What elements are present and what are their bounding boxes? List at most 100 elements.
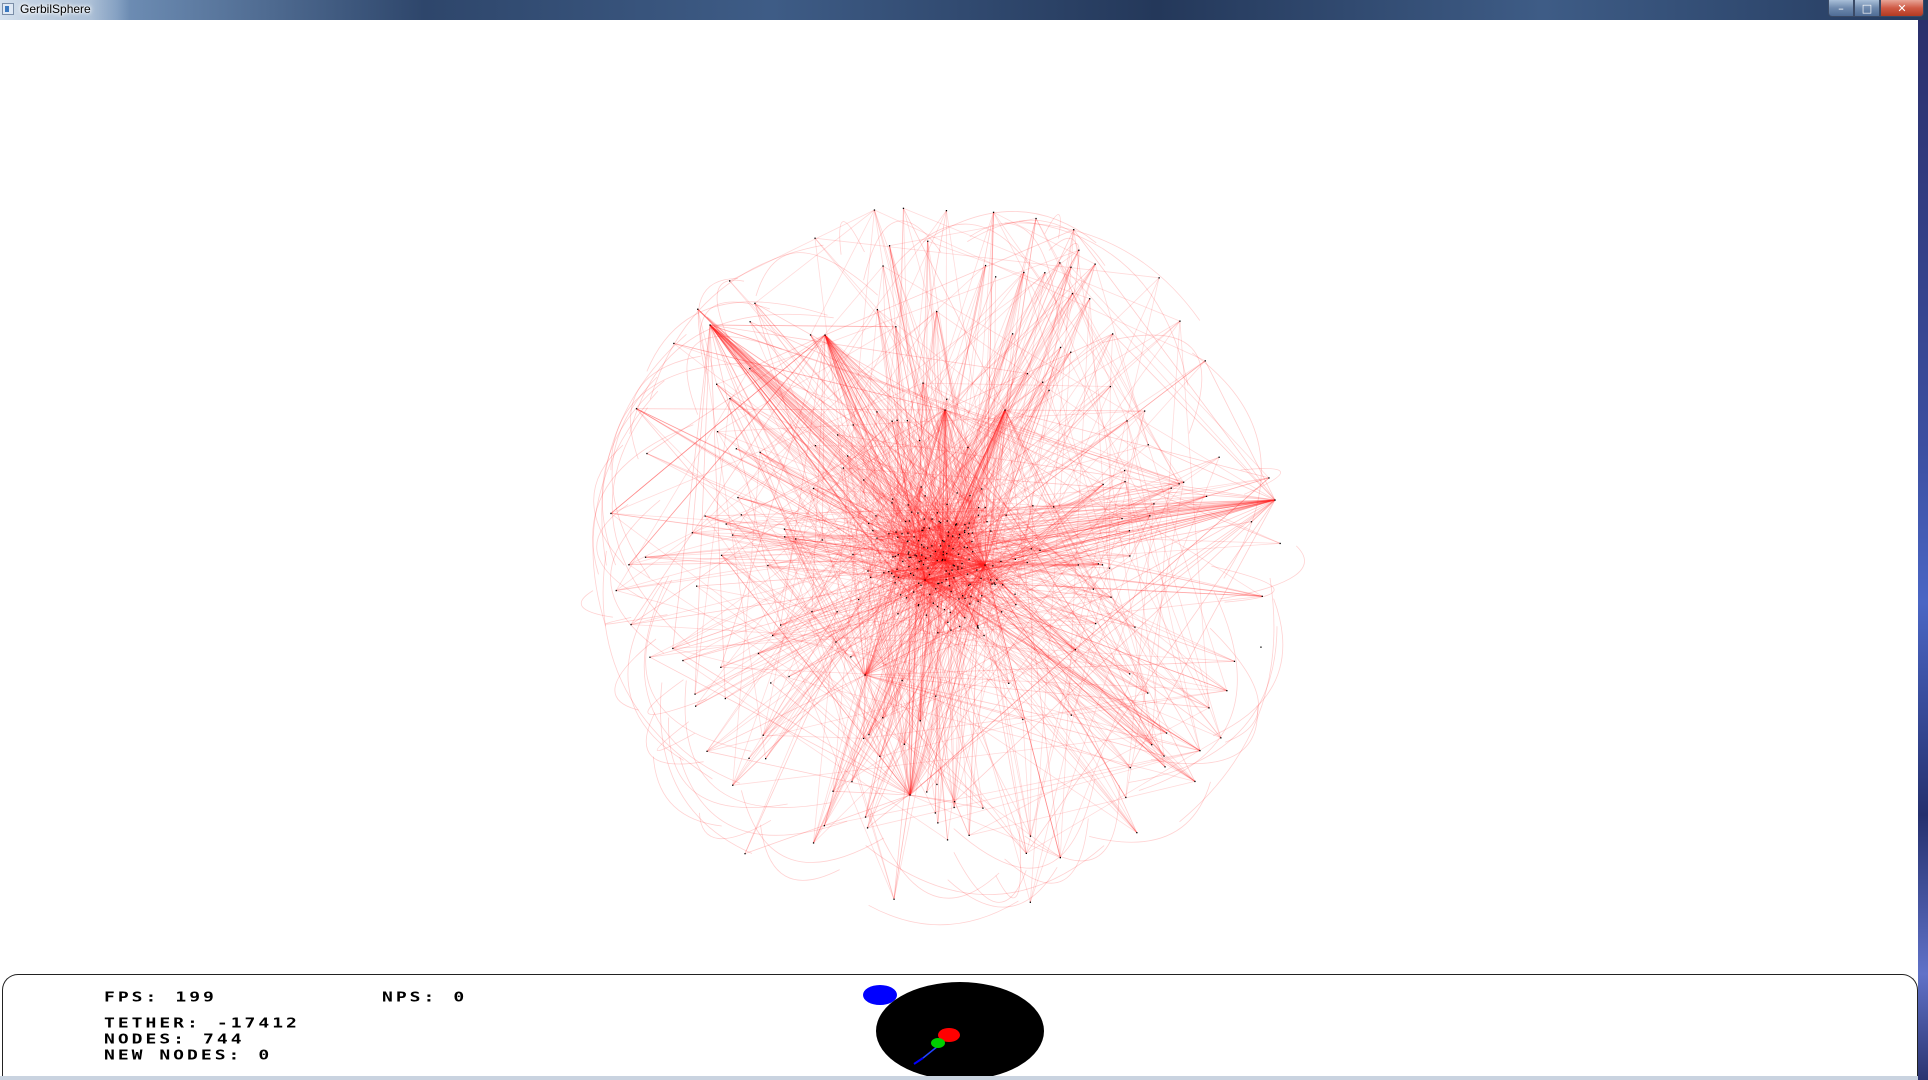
graph-node[interactable] — [1126, 420, 1128, 422]
graph-node[interactable] — [610, 512, 612, 515]
graph-node[interactable] — [942, 540, 944, 542]
graph-node[interactable] — [935, 588, 937, 590]
graph-node[interactable] — [1170, 487, 1172, 489]
graph-node[interactable] — [709, 324, 711, 326]
graph-node[interactable] — [1165, 732, 1168, 734]
graph-node[interactable] — [977, 600, 979, 602]
graph-node[interactable] — [762, 734, 764, 736]
graph-node[interactable] — [1199, 750, 1201, 752]
graph-node[interactable] — [966, 546, 968, 549]
graph-node[interactable] — [927, 240, 929, 242]
graph-node[interactable] — [961, 567, 963, 569]
graph-node[interactable] — [976, 569, 978, 571]
network-graph[interactable] — [0, 20, 1918, 970]
graph-node[interactable] — [948, 545, 950, 547]
graph-node[interactable] — [630, 623, 632, 626]
graph-node[interactable] — [972, 551, 974, 553]
graph-node[interactable] — [1014, 593, 1016, 595]
graph-node[interactable] — [902, 560, 904, 563]
graph-node[interactable] — [897, 576, 900, 578]
graph-node[interactable] — [1108, 567, 1111, 569]
graph-node[interactable] — [725, 523, 727, 525]
graph-node[interactable] — [1109, 385, 1111, 388]
graph-node[interactable] — [876, 537, 878, 539]
graph-node[interactable] — [888, 245, 891, 247]
graph-node[interactable] — [812, 487, 815, 490]
graph-node[interactable] — [1000, 560, 1002, 562]
graph-node[interactable] — [737, 496, 739, 499]
graph-node[interactable] — [1071, 293, 1074, 295]
graph-node[interactable] — [767, 564, 769, 567]
graph-node[interactable] — [945, 578, 947, 581]
graph-node[interactable] — [992, 565, 994, 567]
graph-node[interactable] — [967, 527, 969, 529]
graph-node[interactable] — [695, 705, 697, 707]
graph-node[interactable] — [894, 582, 896, 584]
graph-node[interactable] — [918, 582, 920, 584]
graph-node[interactable] — [1092, 588, 1094, 590]
graph-node[interactable] — [1023, 271, 1025, 274]
graph-node[interactable] — [912, 574, 915, 576]
graph-node[interactable] — [1078, 249, 1080, 251]
graph-node[interactable] — [729, 398, 731, 400]
graph-node[interactable] — [868, 733, 870, 736]
graph-node[interactable] — [946, 552, 948, 555]
graph-node[interactable] — [959, 625, 961, 628]
graph-node[interactable] — [883, 572, 885, 574]
graph-node[interactable] — [964, 530, 966, 532]
graph-node[interactable] — [966, 573, 969, 575]
graph-node[interactable] — [1136, 832, 1138, 834]
graph-node[interactable] — [696, 585, 698, 587]
graph-node[interactable] — [897, 613, 899, 615]
graph-node[interactable] — [783, 528, 786, 530]
graph-node[interactable] — [949, 611, 951, 614]
graph-node[interactable] — [1074, 649, 1076, 651]
graph-node[interactable] — [809, 334, 812, 336]
graph-node[interactable] — [704, 515, 706, 517]
graph-node[interactable] — [1204, 360, 1206, 362]
graph-node[interactable] — [971, 540, 973, 543]
graph-node[interactable] — [894, 555, 896, 557]
graph-node[interactable] — [946, 503, 948, 505]
graph-node[interactable] — [1026, 373, 1029, 375]
graph-node[interactable] — [1128, 530, 1131, 532]
graph-node[interactable] — [1144, 410, 1146, 412]
graph-node[interactable] — [1042, 381, 1044, 383]
graph-node[interactable] — [978, 506, 980, 509]
graph-node[interactable] — [1124, 481, 1126, 483]
graph-node[interactable] — [969, 603, 971, 605]
graph-node[interactable] — [1218, 456, 1220, 458]
graph-node[interactable] — [897, 536, 899, 538]
graph-node[interactable] — [1001, 611, 1003, 613]
graph-node[interactable] — [952, 548, 954, 550]
maximize-button[interactable]: □ — [1854, 0, 1880, 17]
graph-node[interactable] — [918, 561, 920, 563]
graph-node[interactable] — [942, 554, 944, 556]
graph-node[interactable] — [694, 693, 696, 695]
graph-node[interactable] — [924, 579, 926, 581]
graph-node[interactable] — [893, 576, 895, 578]
graph-node[interactable] — [824, 334, 826, 336]
graph-node[interactable] — [1059, 262, 1061, 264]
graph-node[interactable] — [967, 446, 969, 449]
graph-node[interactable] — [984, 506, 986, 509]
graph-node[interactable] — [921, 554, 923, 556]
graph-node[interactable] — [1101, 564, 1104, 566]
graph-node[interactable] — [944, 409, 946, 411]
graph-node[interactable] — [893, 898, 895, 900]
graph-node[interactable] — [924, 495, 926, 497]
graph-node[interactable] — [1005, 514, 1007, 516]
graph-node[interactable] — [946, 520, 948, 522]
close-button[interactable]: ✕ — [1880, 0, 1924, 17]
graph-node[interactable] — [981, 488, 983, 490]
graph-node[interactable] — [1134, 626, 1136, 628]
graph-node[interactable] — [1070, 714, 1072, 716]
graph-node[interactable] — [907, 553, 909, 555]
graph-node[interactable] — [977, 625, 979, 627]
graph-node[interactable] — [953, 577, 955, 579]
graph-node[interactable] — [914, 554, 916, 556]
graph-node[interactable] — [870, 576, 872, 578]
graph-node[interactable] — [905, 597, 908, 599]
graph-node[interactable] — [921, 544, 923, 546]
graph-node[interactable] — [943, 609, 946, 611]
